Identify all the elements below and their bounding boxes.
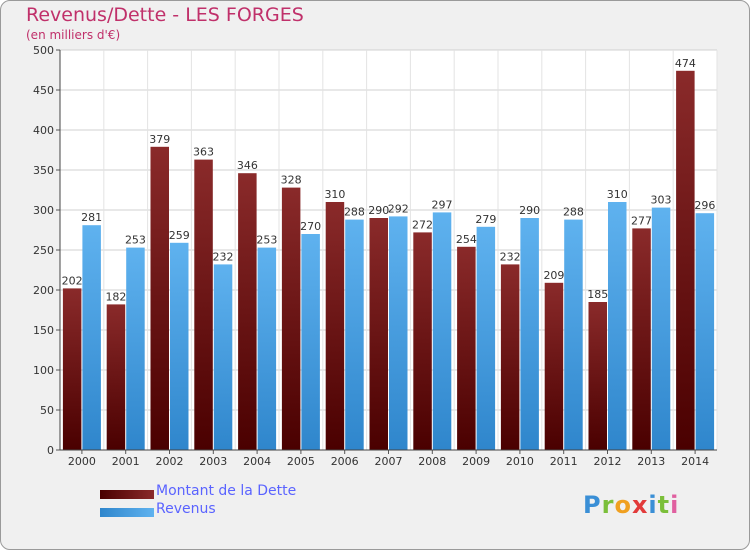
data-label-revenue: 288 bbox=[563, 206, 584, 219]
y-tick-label: 450 bbox=[33, 84, 54, 97]
gridlines bbox=[59, 49, 718, 451]
bar-debt bbox=[413, 232, 432, 450]
bar-revenue bbox=[695, 213, 715, 450]
bar-revenue bbox=[608, 202, 627, 450]
bar-revenue bbox=[257, 247, 277, 450]
bar-debt bbox=[150, 146, 169, 451]
data-label-debt: 232 bbox=[500, 250, 521, 263]
data-label-debt: 185 bbox=[587, 288, 608, 301]
legend-swatch-debt bbox=[100, 490, 154, 499]
data-label-debt: 277 bbox=[631, 214, 652, 227]
bar-debt bbox=[457, 246, 476, 450]
axes: 0 50 100 150 200 250 300 350 400 450 500 2000 2001 20… bbox=[33, 44, 717, 468]
bar-debt bbox=[325, 202, 345, 450]
x-tick-label: 2001 bbox=[112, 455, 140, 468]
bar-revenue bbox=[126, 247, 145, 450]
data-label-revenue: 253 bbox=[256, 234, 277, 247]
y-tick-label: 200 bbox=[33, 284, 54, 297]
data-label-revenue: 281 bbox=[81, 211, 102, 224]
legend-swatch-revenue bbox=[100, 508, 154, 517]
proxiti-logo: Proxiti bbox=[583, 491, 680, 519]
data-label-revenue: 310 bbox=[607, 188, 628, 201]
bar-revenue bbox=[520, 218, 539, 450]
data-label-debt: 346 bbox=[237, 159, 258, 172]
bar-revenue bbox=[82, 225, 101, 450]
x-tick-label: 2000 bbox=[68, 455, 96, 468]
data-label-revenue: 259 bbox=[169, 229, 190, 242]
y-tick-label: 150 bbox=[33, 324, 54, 337]
bar-debt bbox=[588, 302, 607, 450]
x-tick-label: 2008 bbox=[418, 455, 446, 468]
data-label-debt: 254 bbox=[456, 233, 477, 246]
bar-debt bbox=[281, 187, 301, 450]
y-tick-label: 250 bbox=[33, 244, 54, 257]
bar-revenue bbox=[213, 264, 233, 450]
bar-debt bbox=[238, 173, 257, 450]
data-label-revenue: 290 bbox=[519, 204, 540, 217]
data-label-revenue: 296 bbox=[694, 199, 715, 212]
bar-debt bbox=[62, 288, 82, 450]
data-label-debt: 363 bbox=[193, 146, 214, 159]
y-tick-label: 0 bbox=[47, 444, 54, 457]
data-labels: 2022811822533792593632323462533282703102… bbox=[62, 57, 716, 304]
bar-revenue bbox=[301, 234, 320, 450]
x-tick-label: 2013 bbox=[637, 455, 665, 468]
data-label-debt: 182 bbox=[105, 290, 126, 303]
y-tick-label: 100 bbox=[33, 364, 54, 377]
chart-subtitle: (en milliers d'€) bbox=[26, 28, 121, 42]
legend-label-revenue: Revenus bbox=[156, 501, 216, 517]
x-tick-label: 2006 bbox=[331, 455, 359, 468]
x-tick-label: 2004 bbox=[243, 455, 271, 468]
x-tick-label: 2003 bbox=[199, 455, 227, 468]
bar-revenue bbox=[389, 216, 408, 450]
data-label-revenue: 292 bbox=[388, 202, 409, 215]
x-tick-label: 2002 bbox=[156, 455, 184, 468]
bar-debt bbox=[500, 264, 520, 450]
data-label-debt: 474 bbox=[675, 57, 696, 70]
y-tick-label: 500 bbox=[33, 44, 54, 57]
data-label-debt: 209 bbox=[543, 269, 564, 282]
data-label-revenue: 288 bbox=[344, 206, 365, 219]
data-label-debt: 328 bbox=[281, 174, 302, 187]
bar-revenue bbox=[345, 219, 364, 450]
x-tick-label: 2014 bbox=[681, 455, 709, 468]
y-tick-label: 350 bbox=[33, 164, 54, 177]
data-label-revenue: 270 bbox=[300, 220, 321, 233]
y-tick-label: 50 bbox=[40, 404, 54, 417]
bar-debt bbox=[106, 304, 126, 450]
x-tick-label: 2007 bbox=[375, 455, 403, 468]
bar-revenue bbox=[170, 242, 189, 450]
data-label-revenue: 232 bbox=[213, 250, 234, 263]
bar-debt bbox=[676, 70, 695, 451]
bar-debt bbox=[194, 159, 213, 450]
y-tick-label: 400 bbox=[33, 124, 54, 137]
bar-revenue bbox=[651, 207, 671, 450]
x-tick-label: 2009 bbox=[462, 455, 490, 468]
data-label-revenue: 303 bbox=[651, 194, 672, 207]
bar-debt bbox=[369, 218, 388, 450]
data-label-revenue: 297 bbox=[432, 198, 453, 211]
data-label-debt: 202 bbox=[62, 274, 83, 287]
bars bbox=[62, 70, 715, 451]
bar-revenue bbox=[432, 212, 452, 450]
bar-debt bbox=[632, 228, 651, 450]
x-tick-label: 2012 bbox=[594, 455, 622, 468]
data-label-debt: 379 bbox=[149, 133, 170, 146]
bar-revenue bbox=[564, 219, 583, 450]
data-label-debt: 310 bbox=[324, 188, 345, 201]
data-label-revenue: 279 bbox=[475, 213, 496, 226]
chart-title: Revenus/Dette - LES FORGES bbox=[26, 4, 304, 26]
y-tick-label: 300 bbox=[33, 204, 54, 217]
x-tick-label: 2005 bbox=[287, 455, 315, 468]
bar-debt bbox=[544, 282, 564, 450]
data-label-revenue: 253 bbox=[125, 234, 146, 247]
legend-label-debt: Montant de la Dette bbox=[156, 483, 297, 499]
x-tick-label: 2011 bbox=[550, 455, 578, 468]
bar-revenue bbox=[476, 226, 496, 450]
x-tick-label: 2010 bbox=[506, 455, 534, 468]
data-label-debt: 272 bbox=[412, 218, 433, 231]
data-label-debt: 290 bbox=[368, 204, 389, 217]
